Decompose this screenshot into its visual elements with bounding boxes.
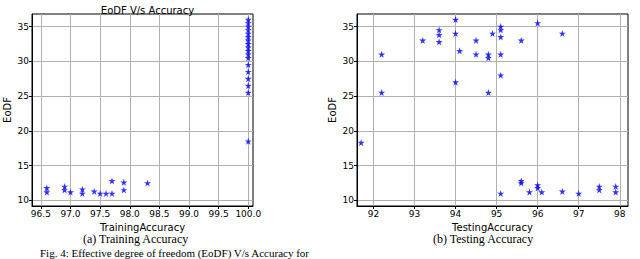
svg-text:95: 95 [491, 209, 502, 219]
svg-text:EoDF V/s Accuracy: EoDF V/s Accuracy [101, 5, 194, 16]
svg-text:92: 92 [368, 209, 379, 219]
svg-text:TestingAccuracy: TestingAccuracy [451, 222, 533, 233]
svg-text:94: 94 [450, 209, 462, 219]
svg-text:15: 15 [18, 161, 29, 171]
svg-text:97: 97 [573, 209, 584, 219]
svg-text:97.5: 97.5 [90, 209, 110, 219]
svg-text:99.5: 99.5 [209, 209, 229, 219]
svg-text:(a) Training Accuracy: (a) Training Accuracy [83, 232, 188, 246]
svg-text:98: 98 [614, 209, 626, 219]
svg-text:25: 25 [343, 91, 354, 101]
svg-text:96.5: 96.5 [31, 209, 51, 219]
svg-text:98.0: 98.0 [120, 209, 140, 219]
svg-text:97.0: 97.0 [60, 209, 80, 219]
svg-text:10: 10 [343, 195, 355, 205]
svg-text:96: 96 [532, 209, 544, 219]
svg-text:30: 30 [343, 56, 355, 66]
svg-text:93: 93 [409, 209, 420, 219]
svg-text:Fig. 4: Effective degree of fr: Fig. 4: Effective degree of freedom (EoD… [40, 247, 309, 259]
svg-text:TrainingAccuracy: TrainingAccuracy [99, 222, 185, 233]
svg-text:35: 35 [343, 22, 354, 32]
svg-text:(b) Testing Accuracy: (b) Testing Accuracy [433, 232, 533, 246]
svg-text:10: 10 [18, 195, 30, 205]
svg-text:30: 30 [18, 56, 30, 66]
svg-text:98.5: 98.5 [149, 209, 169, 219]
svg-text:20: 20 [343, 126, 355, 136]
svg-text:25: 25 [18, 91, 29, 101]
svg-text:15: 15 [343, 161, 354, 171]
svg-text:20: 20 [18, 126, 30, 136]
svg-text:EoDF: EoDF [327, 97, 338, 123]
svg-text:35: 35 [18, 22, 29, 32]
svg-text:99.0: 99.0 [179, 209, 199, 219]
svg-text:100.0: 100.0 [235, 209, 261, 219]
svg-text:EoDF: EoDF [2, 97, 13, 123]
